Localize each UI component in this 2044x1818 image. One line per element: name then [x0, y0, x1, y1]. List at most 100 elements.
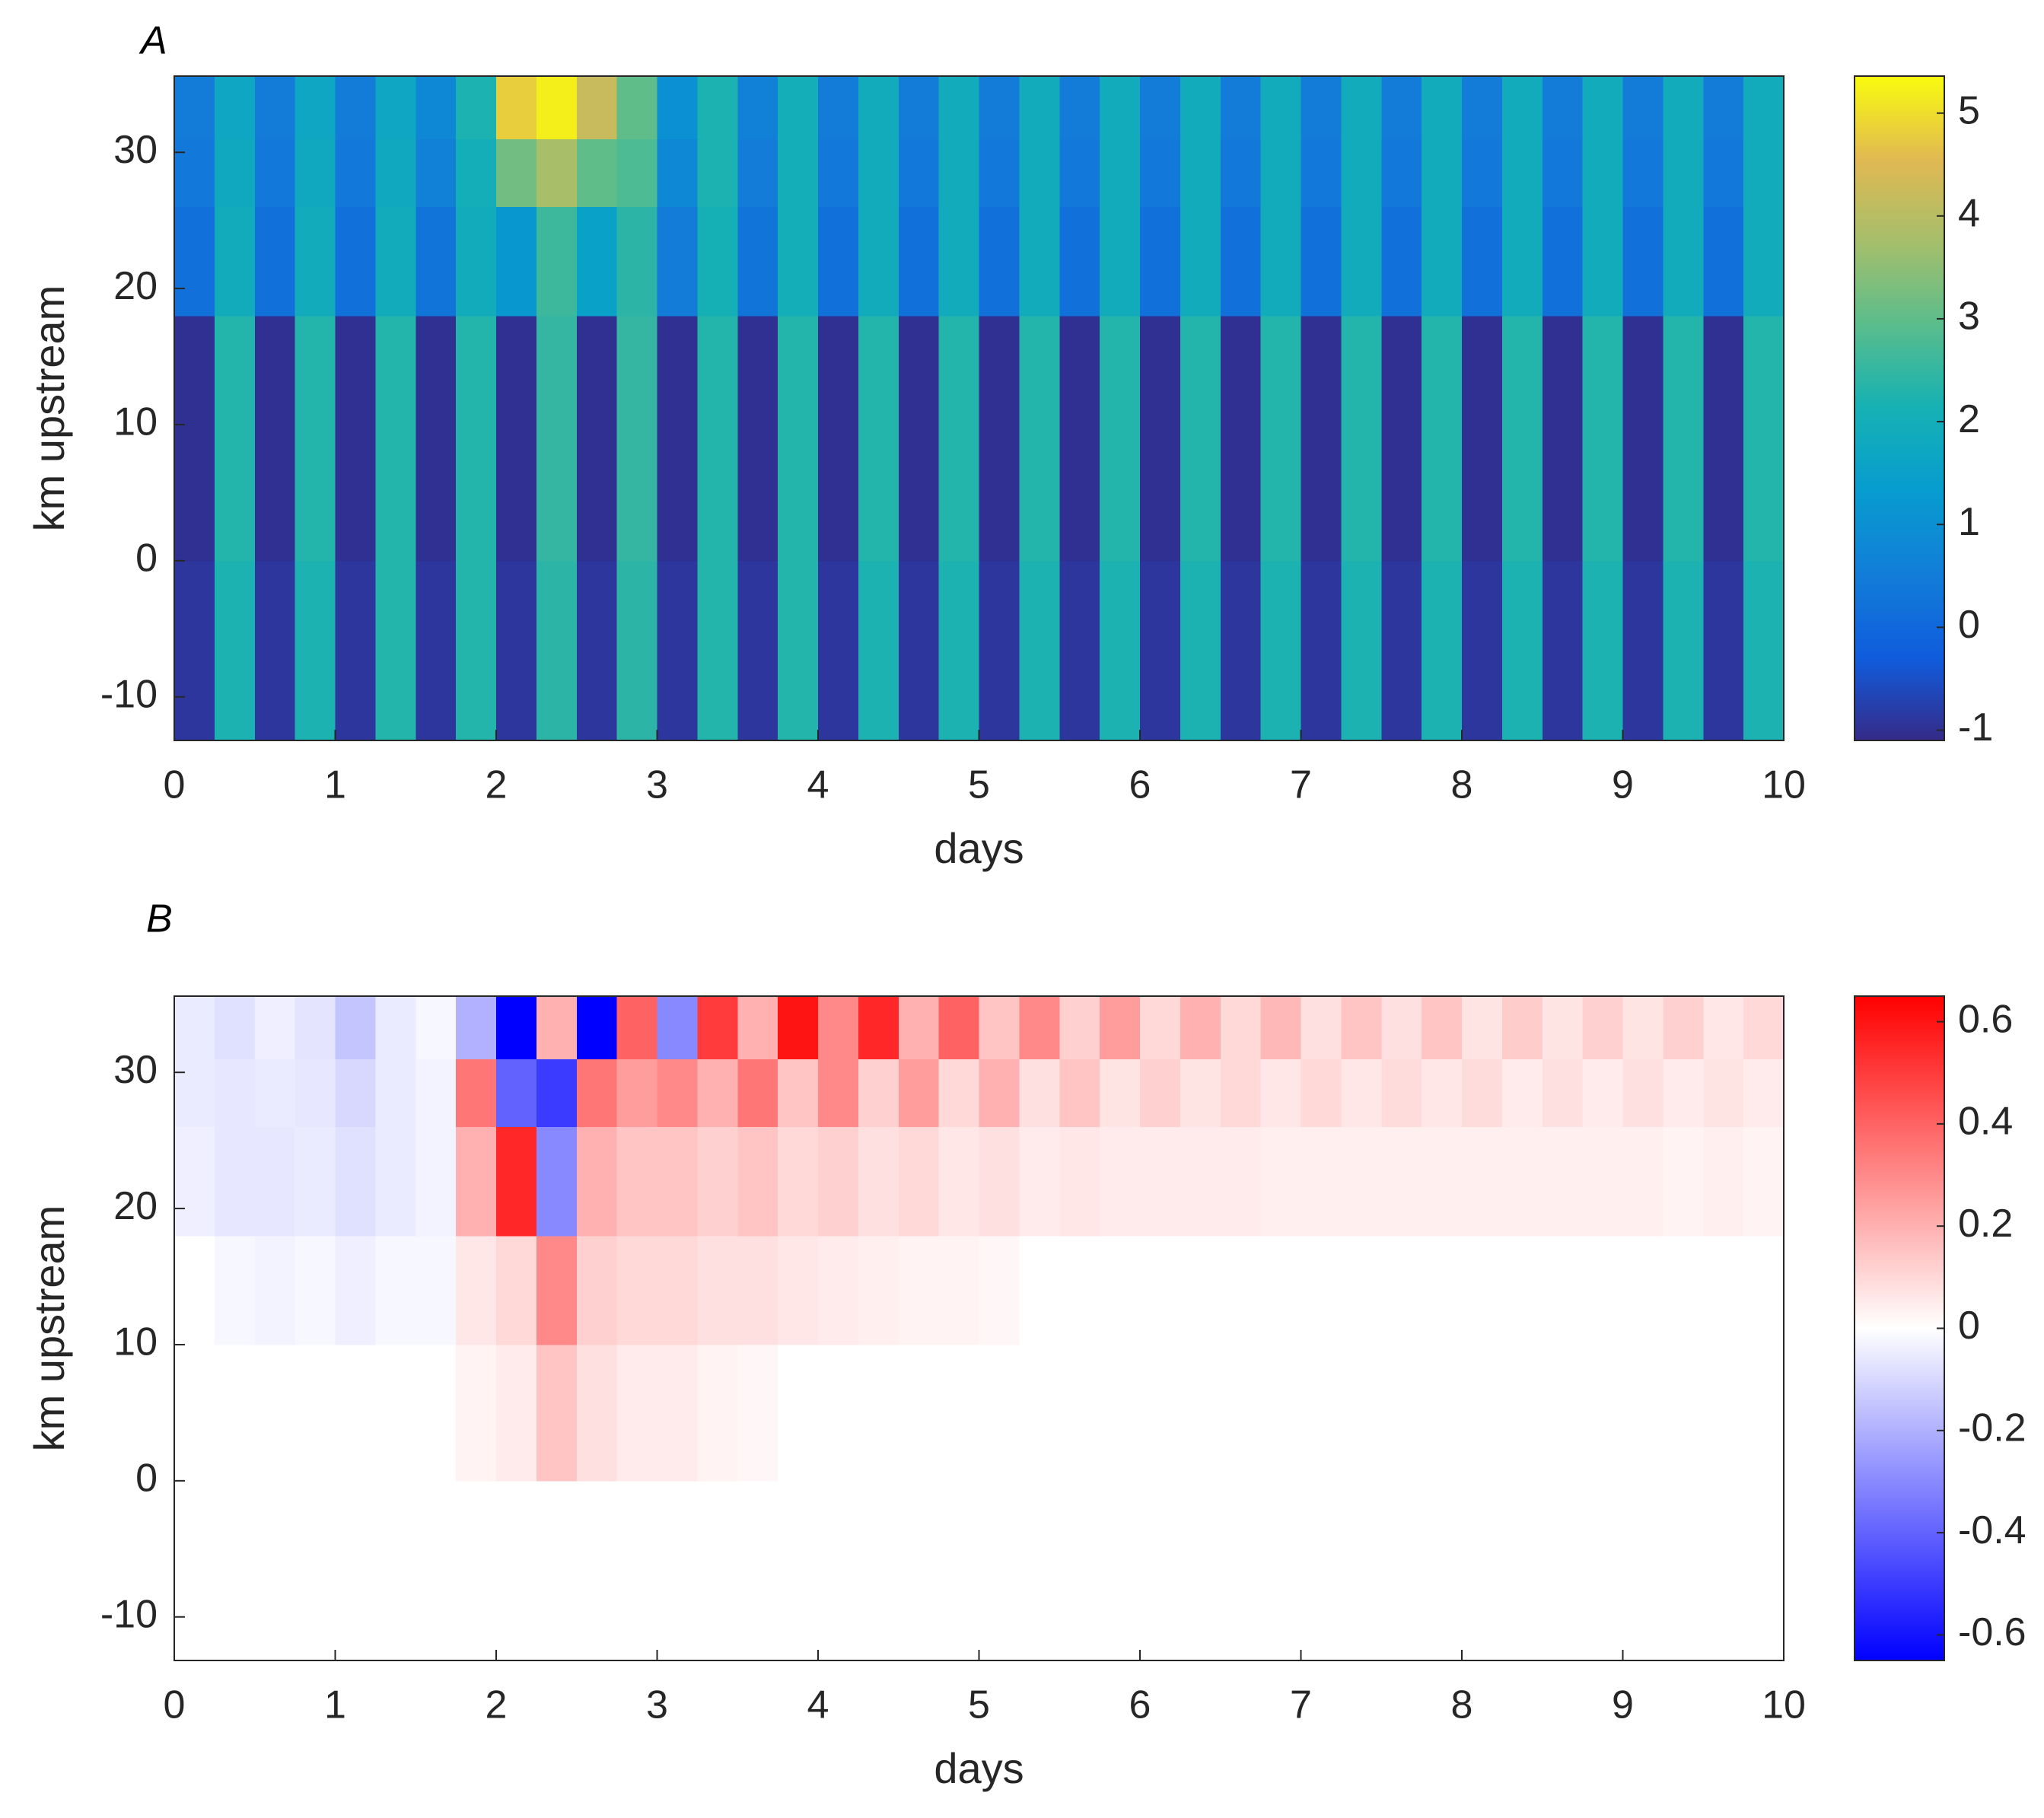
heat-cell [1542, 206, 1584, 317]
heat-cell [898, 138, 940, 208]
heat-cell [456, 76, 497, 139]
heat-cell [938, 76, 979, 139]
heat-cell [1180, 1059, 1221, 1128]
heat-cell [1743, 76, 1785, 139]
heat-cell [737, 1126, 778, 1237]
heat-cell [1663, 206, 1704, 317]
heat-cell [576, 138, 618, 208]
heat-cell [737, 1235, 778, 1345]
heat-cell [1100, 206, 1141, 317]
heat-cell [1743, 1126, 1785, 1237]
heat-cell [576, 76, 618, 139]
heat-cell [456, 315, 497, 562]
heat-cell [1462, 315, 1503, 562]
heat-cell [1501, 1344, 1543, 1482]
heat-cell [1381, 76, 1422, 139]
heat-cell [375, 76, 416, 139]
heat-cell [1542, 1059, 1584, 1128]
heat-cell [1301, 996, 1342, 1059]
colorbar-tick-label: -0.6 [1958, 1610, 2026, 1654]
heat-cell [1622, 996, 1664, 1059]
heat-cell [898, 206, 940, 317]
heat-cell [1422, 1480, 1463, 1661]
heat-cell [1301, 1480, 1342, 1661]
heat-cell [415, 138, 457, 208]
heat-cell [938, 1126, 979, 1237]
heat-cell [1501, 1235, 1543, 1345]
colorbar-tick-label: 0.6 [1958, 997, 2013, 1041]
heat-cell [616, 1059, 657, 1128]
heat-cell [1140, 76, 1181, 139]
heat-cell [174, 560, 215, 741]
heat-cell [456, 1344, 497, 1482]
heat-cell [1341, 1344, 1382, 1482]
heat-cell [979, 206, 1020, 317]
y-tick-label: 20 [113, 1184, 158, 1228]
heat-cell [1743, 206, 1785, 317]
colorbar-tick-label: 0 [1958, 603, 1980, 647]
heat-cell [1301, 315, 1342, 562]
heat-cell [496, 1235, 537, 1345]
heat-cell [1422, 560, 1463, 741]
heat-cell [858, 1344, 899, 1482]
heat-cell [1019, 1235, 1060, 1345]
heat-cell [737, 1059, 778, 1128]
heat-cell [818, 1059, 859, 1128]
heat-cell [214, 206, 256, 317]
heat-cell [979, 1059, 1020, 1128]
heat-cell [214, 1126, 256, 1237]
heat-cell [1622, 1059, 1664, 1128]
heat-cell [375, 315, 416, 562]
heat-cell [335, 76, 376, 139]
heat-cell [1622, 560, 1664, 741]
heat-cell [1180, 138, 1221, 208]
heat-cell [254, 206, 296, 317]
heat-cell [1703, 1235, 1744, 1345]
heat-cell [576, 1235, 618, 1345]
heat-cell [1019, 996, 1060, 1059]
x-tick-label: 8 [1451, 763, 1473, 807]
heat-cell [1582, 1235, 1623, 1345]
heat-cell [1462, 1126, 1503, 1237]
heat-cell [415, 315, 457, 562]
heat-cell [254, 1126, 296, 1237]
heat-cell [254, 1059, 296, 1128]
heat-cell [496, 1059, 537, 1128]
heat-cell [536, 1235, 578, 1345]
heat-cell [818, 560, 859, 741]
heat-cell [616, 1344, 657, 1482]
heat-cell [1582, 76, 1623, 139]
heat-cell [496, 1126, 537, 1237]
heat-cell [335, 206, 376, 317]
x-tick-label: 2 [486, 763, 508, 807]
heat-cell [214, 996, 256, 1059]
heat-cell [174, 1126, 215, 1237]
x-axis-label: days [934, 824, 1024, 872]
heat-cell [778, 1059, 819, 1128]
heat-cell [1462, 1344, 1503, 1482]
panel-label: A [138, 19, 167, 63]
heat-cell [254, 996, 296, 1059]
heat-cell [335, 138, 376, 208]
heat-cell [979, 996, 1020, 1059]
heat-cell [536, 1059, 578, 1128]
heat-cell [1703, 76, 1744, 139]
heat-cell [938, 206, 979, 317]
heat-cell [295, 1235, 336, 1345]
heat-cell [1381, 1126, 1422, 1237]
heat-cell [657, 1480, 698, 1661]
heat-cell [1100, 1059, 1141, 1128]
x-tick-label: 8 [1451, 1683, 1473, 1727]
heat-cell [616, 1235, 657, 1345]
heat-cell [1703, 138, 1744, 208]
heat-cell [1019, 138, 1060, 208]
heat-cell [375, 1059, 416, 1128]
heat-cell [1422, 996, 1463, 1059]
heat-cell [1220, 1126, 1262, 1237]
heat-cell [1381, 1344, 1422, 1482]
heat-cell [938, 1480, 979, 1661]
heat-cell [1663, 560, 1704, 741]
heat-cell [1140, 996, 1181, 1059]
heat-cell [979, 560, 1020, 741]
heat-cell [375, 138, 416, 208]
